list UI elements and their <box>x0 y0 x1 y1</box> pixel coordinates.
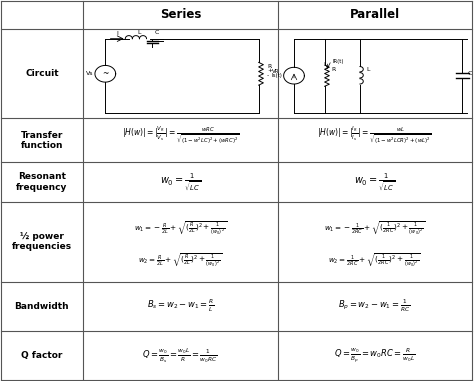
Text: L: L <box>366 67 370 72</box>
Text: ½ power
frequencies: ½ power frequencies <box>12 232 72 251</box>
Text: $w_0 = \frac{1}{\sqrt{LC}}$: $w_0 = \frac{1}{\sqrt{LC}}$ <box>354 171 395 193</box>
Text: Bandwidth: Bandwidth <box>15 302 69 311</box>
Text: C: C <box>468 71 473 76</box>
Text: +: + <box>267 68 273 73</box>
Text: IR(t): IR(t) <box>332 59 344 64</box>
Text: R: R <box>332 67 336 72</box>
Text: Transfer
function: Transfer function <box>21 131 63 150</box>
Text: ~: ~ <box>102 69 109 78</box>
Text: $Q = \frac{w_0}{B_s} = \frac{w_0 L}{R} = \frac{1}{w_0 RC}$: $Q = \frac{w_0}{B_s} = \frac{w_0 L}{R} =… <box>143 346 218 365</box>
Text: $w_0 = \frac{1}{\sqrt{LC}}$: $w_0 = \frac{1}{\sqrt{LC}}$ <box>160 171 201 193</box>
Text: VR: VR <box>272 69 279 74</box>
Text: $B_s = w_2 - w_1 = \frac{R}{L}$: $B_s = w_2 - w_1 = \frac{R}{L}$ <box>146 298 214 314</box>
Text: Q factor: Q factor <box>21 351 63 360</box>
Text: $w_1 = -\frac{1}{2RC} + \sqrt{(\frac{1}{2RC})^2 + \frac{1}{(w_0)^2}}$: $w_1 = -\frac{1}{2RC} + \sqrt{(\frac{1}{… <box>324 219 426 236</box>
Text: C: C <box>155 30 159 35</box>
Text: $Q = \frac{w_0}{B_p} = w_0 RC = \frac{R}{w_0 L}$: $Q = \frac{w_0}{B_p} = w_0 RC = \frac{R}… <box>334 346 415 365</box>
Text: $w_2 = \frac{1}{2RC} + \sqrt{(\frac{1}{2RC})^2 + \frac{1}{(w_0)^2}}$: $w_2 = \frac{1}{2RC} + \sqrt{(\frac{1}{2… <box>328 251 421 268</box>
Text: Parallel: Parallel <box>350 8 400 21</box>
Text: Is(t): Is(t) <box>271 73 282 78</box>
Text: Circuit: Circuit <box>25 69 59 78</box>
Text: Series: Series <box>160 8 201 21</box>
Text: Vs: Vs <box>86 71 93 76</box>
Text: I: I <box>116 30 118 35</box>
Text: $|H(w)| = |\frac{I_R}{I_s}| = \frac{wL}{\sqrt{(1-w^2LCR)^2+(wL)^2}}$: $|H(w)| = |\frac{I_R}{I_s}| = \frac{wL}{… <box>317 125 432 147</box>
Text: R: R <box>267 64 272 69</box>
Text: $|H(w)| = |\frac{V_R}{V_s}| = \frac{wRC}{\sqrt{(1-w^2LC)^2+(wRC)^2}}$: $|H(w)| = |\frac{V_R}{V_s}| = \frac{wRC}… <box>121 125 239 147</box>
Text: $w_2 = \frac{R}{2L} + \sqrt{(\frac{R}{2L})^2 + \frac{1}{(w_0)^2}}$: $w_2 = \frac{R}{2L} + \sqrt{(\frac{R}{2L… <box>138 251 222 268</box>
Text: L: L <box>137 30 141 35</box>
Text: Resonant
frequency: Resonant frequency <box>16 172 68 192</box>
Text: -: - <box>267 73 269 78</box>
Text: $B_p = w_2 - w_1 = \frac{1}{RC}$: $B_p = w_2 - w_1 = \frac{1}{RC}$ <box>338 298 411 314</box>
Text: $w_1 = -\frac{R}{2L} + \sqrt{(\frac{R}{2L})^2 + \frac{1}{(w_0)^2}}$: $w_1 = -\frac{R}{2L} + \sqrt{(\frac{R}{2… <box>134 219 227 236</box>
